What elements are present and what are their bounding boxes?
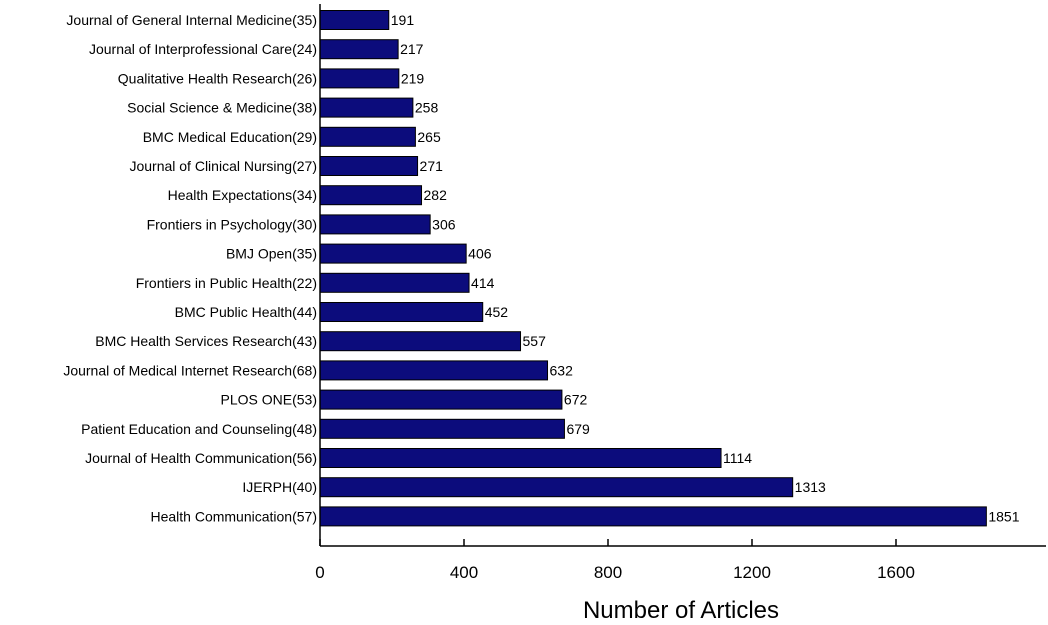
bar [319, 243, 467, 264]
category-label: Health Expectations(34) [168, 187, 317, 203]
category-label: Health Communication(57) [150, 508, 317, 524]
bar [319, 39, 399, 60]
category-label: BMJ Open(35) [226, 246, 317, 262]
category-label: IJERPH(40) [242, 479, 317, 495]
value-label: 672 [564, 392, 588, 408]
x-ticks-group: 0 400 800 1200 1600 [315, 539, 915, 582]
bar [319, 126, 416, 147]
x-axis-title: Number of Articles [583, 597, 779, 624]
category-label: PLOS ONE(53) [221, 392, 317, 408]
category-label: Journal of Clinical Nursing(27) [129, 158, 317, 174]
x-tick-label: 1600 [877, 563, 915, 582]
bar [319, 448, 722, 468]
category-label: Journal of General Internal Medicine(35) [66, 12, 317, 28]
x-tick-label: 400 [450, 563, 478, 582]
bar [319, 68, 400, 89]
bar [319, 389, 563, 410]
bar [319, 272, 470, 293]
category-label: BMC Medical Education(29) [143, 129, 317, 145]
value-label: 1313 [795, 479, 826, 495]
x-tick-label: 800 [594, 563, 622, 582]
value-label: 219 [401, 70, 425, 86]
value-label: 282 [424, 187, 448, 203]
category-label: Frontiers in Public Health(22) [136, 275, 317, 291]
value-label: 1851 [988, 508, 1019, 524]
value-label: 679 [566, 421, 590, 437]
value-label: 271 [420, 158, 444, 174]
bar [319, 360, 549, 381]
value-label: 414 [471, 275, 495, 291]
category-label: Journal of Medical Internet Research(68) [63, 362, 317, 378]
value-label: 632 [550, 362, 574, 378]
category-label: BMC Public Health(44) [175, 304, 317, 320]
value-label: 265 [417, 129, 441, 145]
category-label: Journal of Interprofessional Care(24) [89, 41, 317, 57]
value-label: 1114 [723, 450, 752, 466]
value-label: 258 [415, 100, 439, 116]
bar [319, 506, 987, 527]
category-label: Frontiers in Psychology(30) [147, 216, 317, 232]
bars-group [319, 10, 987, 527]
bar [319, 97, 414, 118]
bar [319, 331, 522, 352]
bar [319, 302, 484, 322]
category-label: BMC Health Services Research(43) [95, 333, 317, 349]
bar [319, 10, 390, 30]
bar [319, 477, 794, 498]
category-labels-group: Journal of General Internal Medicine(35)… [63, 12, 317, 524]
category-label: Journal of Health Communication(56) [85, 450, 317, 466]
bar [319, 156, 419, 176]
value-label: 452 [485, 304, 509, 320]
bar [319, 214, 431, 235]
category-label: Social Science & Medicine(38) [127, 100, 317, 116]
x-tick-label: 0 [315, 563, 324, 582]
bar [319, 418, 565, 439]
x-tick-label: 1200 [733, 563, 771, 582]
category-label: Patient Education and Counseling(48) [81, 421, 317, 437]
bar [319, 185, 423, 206]
category-label: Qualitative Health Research(26) [118, 70, 317, 86]
value-label: 406 [468, 246, 492, 262]
value-label: 217 [400, 41, 424, 57]
value-label: 191 [391, 12, 415, 28]
value-label: 557 [523, 333, 547, 349]
value-label: 306 [432, 216, 456, 232]
